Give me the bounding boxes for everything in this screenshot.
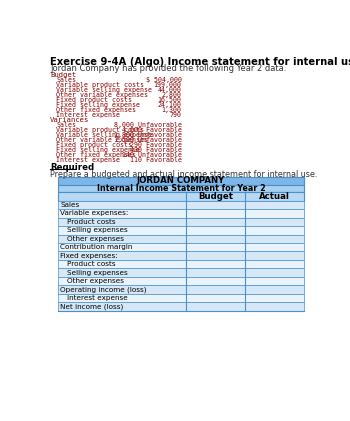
Text: Actual: Actual bbox=[259, 192, 290, 201]
Bar bbox=[58, 218, 304, 226]
Text: Variable product costs: Variable product costs bbox=[56, 82, 144, 88]
Text: Interest expense: Interest expense bbox=[56, 112, 120, 118]
Text: Variances: Variances bbox=[50, 117, 89, 123]
Bar bbox=[58, 269, 304, 277]
Text: $ 504,000: $ 504,000 bbox=[146, 77, 182, 83]
Text: JORDAN COMPANY: JORDAN COMPANY bbox=[137, 176, 225, 185]
Text: Budget: Budget bbox=[198, 192, 233, 201]
Text: Exercise 9-4A (Algo) Income statement for internal use LO 9-1: Exercise 9-4A (Algo) Income statement fo… bbox=[50, 57, 350, 67]
Text: Fixed expenses:: Fixed expenses: bbox=[60, 253, 118, 259]
Text: Internal Income Statement for Year 2: Internal Income Statement for Year 2 bbox=[97, 184, 265, 193]
Text: 790: 790 bbox=[170, 112, 182, 118]
Text: 24,100: 24,100 bbox=[158, 102, 182, 108]
Text: Interest expense: Interest expense bbox=[67, 295, 128, 301]
Text: Jordan Company has provided the following Year 2 data.: Jordan Company has provided the followin… bbox=[50, 64, 286, 72]
Text: 1,300: 1,300 bbox=[162, 107, 182, 113]
Text: Variable expenses:: Variable expenses: bbox=[60, 210, 128, 216]
Text: 140 Unfavorable: 140 Unfavorable bbox=[122, 152, 182, 158]
Text: 110 Favorable: 110 Favorable bbox=[130, 157, 182, 163]
Text: Fixed selling expense: Fixed selling expense bbox=[56, 147, 140, 153]
Text: Fixed selling expense: Fixed selling expense bbox=[56, 102, 140, 108]
Text: 4,600 Favorable: 4,600 Favorable bbox=[122, 127, 182, 133]
Bar bbox=[58, 243, 304, 251]
Text: Variable selling expense: Variable selling expense bbox=[56, 87, 152, 93]
Text: Other expenses: Other expenses bbox=[67, 236, 124, 242]
Text: Product costs: Product costs bbox=[67, 261, 116, 267]
Bar bbox=[58, 234, 304, 243]
Text: Selling expenses: Selling expenses bbox=[67, 270, 128, 276]
Text: 430 Favorable: 430 Favorable bbox=[130, 147, 182, 153]
Text: Fixed product costs: Fixed product costs bbox=[56, 142, 132, 148]
Bar bbox=[58, 192, 304, 201]
Bar bbox=[58, 177, 304, 184]
Bar bbox=[58, 285, 304, 294]
Text: Other variable expenses: Other variable expenses bbox=[56, 137, 148, 143]
Bar bbox=[58, 184, 304, 192]
Text: Selling expenses: Selling expenses bbox=[67, 227, 128, 233]
Bar bbox=[58, 277, 304, 285]
Bar bbox=[58, 260, 304, 269]
Text: 2,800: 2,800 bbox=[162, 92, 182, 98]
Text: Operating income (loss): Operating income (loss) bbox=[60, 286, 147, 293]
Text: 199,000: 199,000 bbox=[154, 82, 182, 88]
Text: Variable product costs: Variable product costs bbox=[56, 127, 144, 133]
Text: 44,000: 44,000 bbox=[158, 87, 182, 93]
Text: 16,500: 16,500 bbox=[158, 97, 182, 103]
Text: 290 Favorable: 290 Favorable bbox=[130, 142, 182, 148]
Text: Interest expense: Interest expense bbox=[56, 157, 120, 163]
Text: Budget: Budget bbox=[50, 72, 76, 78]
Bar bbox=[58, 251, 304, 260]
Text: Other expenses: Other expenses bbox=[67, 278, 124, 284]
Bar bbox=[58, 226, 304, 234]
Text: Net income (loss): Net income (loss) bbox=[60, 303, 123, 310]
Bar bbox=[58, 209, 304, 218]
Text: Contribution margin: Contribution margin bbox=[60, 244, 132, 250]
Text: Product costs: Product costs bbox=[67, 219, 116, 225]
Text: Prepare a budgeted and actual income statement for internal use.: Prepare a budgeted and actual income sta… bbox=[50, 170, 317, 179]
Bar bbox=[58, 201, 304, 209]
Text: 8,000 Unfavorable: 8,000 Unfavorable bbox=[114, 122, 182, 128]
Text: Required: Required bbox=[50, 163, 94, 172]
Text: Sales: Sales bbox=[60, 202, 79, 208]
Text: Other fixed expenses: Other fixed expenses bbox=[56, 107, 136, 113]
Text: 1,500 Unfavorable: 1,500 Unfavorable bbox=[114, 137, 182, 143]
Text: Other variable expenses: Other variable expenses bbox=[56, 92, 148, 98]
Text: Variable selling expense: Variable selling expense bbox=[56, 132, 152, 138]
Bar bbox=[58, 302, 304, 311]
Text: Sales: Sales bbox=[56, 122, 76, 128]
Text: 1,800 Unfavorable: 1,800 Unfavorable bbox=[114, 132, 182, 138]
Bar bbox=[58, 294, 304, 302]
Text: Sales: Sales bbox=[56, 77, 76, 83]
Text: Fixed product costs: Fixed product costs bbox=[56, 97, 132, 103]
Text: Other fixed expenses: Other fixed expenses bbox=[56, 152, 136, 158]
